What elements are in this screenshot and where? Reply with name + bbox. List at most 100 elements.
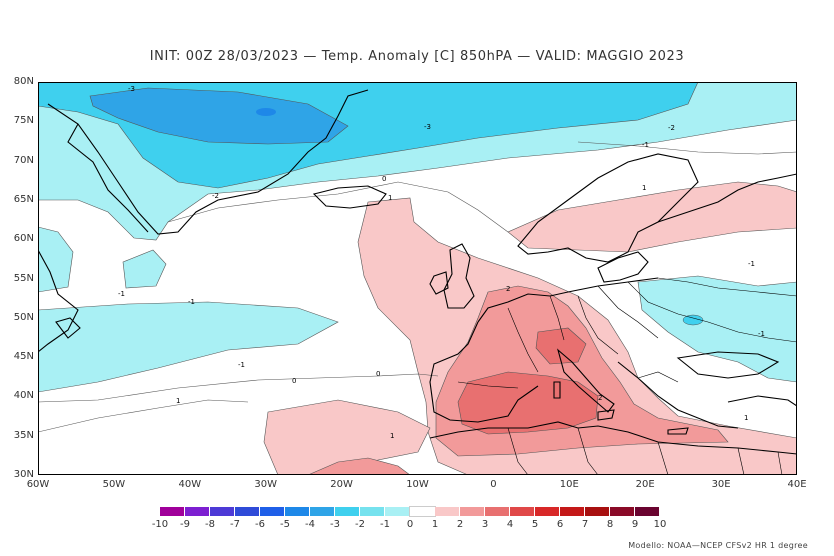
legend-swatch: [535, 507, 560, 516]
latitude-label: 45N: [13, 351, 34, 363]
legend-tick-label: -7: [230, 519, 240, 530]
longitude-label: 50W: [102, 479, 126, 490]
legend-swatch: [285, 507, 310, 516]
contour-label: 1: [390, 432, 394, 440]
anomaly-area-minus1-midatlantic: [122, 249, 167, 289]
model-credit: Modello: NOAA—NCEP CFSv2 HR 1 degree: [628, 541, 808, 550]
coastlines: [38, 89, 797, 455]
latitude-label: 75N: [13, 115, 34, 127]
anomaly-area-minus3-greenland: [89, 87, 349, 145]
legend-tick-label: 10: [653, 519, 667, 530]
contour-label: -1: [188, 298, 195, 306]
longitude-label: 30E: [711, 479, 731, 490]
contour-label: 2: [598, 394, 602, 402]
legend-swatch: [435, 507, 460, 516]
legend-tick-label: -8: [205, 519, 215, 530]
legend-tick-label: -1: [380, 519, 390, 530]
legend-tick-label: -2: [355, 519, 365, 530]
contour-label: 1: [642, 184, 646, 192]
contour-label: -1: [642, 141, 649, 149]
legend-tick-label: -6: [255, 519, 265, 530]
contour-line-zero-north: [167, 181, 509, 233]
chart-title: INIT: 00Z 28/03/2023 — Temp. Anomaly [C]…: [149, 49, 685, 64]
legend-swatch: [460, 507, 485, 516]
legend-swatch: [260, 507, 285, 516]
anomaly-area-plus1-scandinavia: [507, 181, 797, 253]
longitude-label: 20E: [635, 479, 655, 490]
contour-label: 0: [382, 175, 386, 183]
contour-label: 1: [176, 397, 180, 405]
latitude-label: 30N: [13, 469, 34, 480]
legend-tick-label: 1: [431, 519, 439, 530]
legend-tick-label: 8: [606, 519, 614, 530]
contour-label: -3: [424, 123, 431, 131]
contour-label: -2: [668, 124, 675, 132]
legend-tick-label: 9: [631, 519, 639, 530]
longitude-label: 40E: [787, 479, 807, 490]
latitude-label: 70N: [13, 154, 34, 166]
latitude-label: 35N: [13, 429, 34, 441]
contour-label: -1: [748, 260, 755, 268]
legend-swatch: [485, 507, 510, 516]
longitude-label: 0: [490, 479, 497, 490]
legend-swatch: [310, 507, 335, 516]
contour-label: 0: [292, 377, 296, 385]
contour-line-one-south: [38, 399, 249, 433]
legend-tick-label: 5: [531, 519, 539, 530]
legend-swatch: [635, 507, 660, 516]
legend-swatch: [409, 506, 436, 517]
map-frame: [38, 82, 797, 475]
latitude-label: 80N: [13, 76, 34, 87]
legend-tick-label: 2: [456, 519, 464, 530]
latitude-label: 65N: [13, 193, 34, 205]
anomaly-map: -3 -3 -2 -2 -1 -1 -1 -1 -1 -1 0 0 0 1 1 …: [38, 82, 797, 475]
contour-label: 1: [744, 414, 748, 422]
contour-label: 2: [506, 285, 510, 293]
longitude-label: 20W: [330, 479, 353, 490]
legend-tick-label: -5: [280, 519, 290, 530]
legend-swatch: [235, 507, 260, 516]
anomaly-area-plus1-morocco: [307, 457, 411, 475]
contour-line-zero-atlantic: [38, 373, 439, 403]
legend-tick-label: -4: [305, 519, 315, 530]
anomaly-area-plus3-alps: [535, 327, 587, 365]
longitude-label: 10W: [406, 479, 429, 490]
legend-swatch: [360, 507, 385, 516]
legend-swatch: [185, 507, 210, 516]
legend-swatch: [510, 507, 535, 516]
legend-tick-label: 0: [406, 519, 414, 530]
longitude-label: 40W: [178, 479, 202, 490]
latitude-label: 40N: [13, 390, 34, 402]
latitude-label: 60N: [13, 233, 34, 245]
anomaly-area-minus3-spot: [256, 108, 276, 116]
legend-tick-label: -3: [330, 519, 340, 530]
contour-label: -1: [758, 330, 765, 338]
legend-tick-label: -10: [151, 519, 169, 530]
longitude-label: 30W: [254, 479, 277, 490]
contour-label: -2: [212, 192, 219, 200]
legend-swatch: [560, 507, 585, 516]
legend-swatch: [585, 507, 610, 516]
anomaly-area-minus2-east: [682, 314, 704, 326]
contour-label: 0: [376, 370, 380, 378]
contour-label: -3: [128, 85, 135, 93]
map-canvas: -3 -3 -2 -2 -1 -1 -1 -1 -1 -1 0 0 0 1 1 …: [38, 82, 797, 475]
contour-label: -1: [238, 361, 245, 369]
legend-tick-label: 6: [556, 519, 564, 530]
contour-label: 1: [388, 194, 392, 202]
longitude-label: 60W: [26, 479, 50, 490]
legend-tick-label: 3: [481, 519, 489, 530]
anomaly-area-minus1-band: [38, 301, 339, 393]
legend-tick-label: 7: [581, 519, 589, 530]
legend-swatch: [610, 507, 635, 516]
contour-labels: -3 -3 -2 -2 -1 -1 -1 -1 -1 -1 0 0 0 1 1 …: [118, 85, 765, 440]
anomaly-area-plus1-atlantic: [263, 399, 431, 475]
legend-tick-label: -9: [180, 519, 190, 530]
anomaly-area-minus1-east: [637, 275, 797, 383]
legend-swatch: [335, 507, 360, 516]
color-legend: -10 -9 -8 -7 -6 -5 -4 -3 -2 -1 0 1 2 3 4 5 6 7 8 9 10: [150, 506, 670, 537]
legend-tick-label: 4: [506, 519, 514, 530]
legend-swatch: [160, 507, 185, 516]
longitude-label: 10E: [559, 479, 579, 490]
contour-label: -1: [118, 290, 125, 298]
